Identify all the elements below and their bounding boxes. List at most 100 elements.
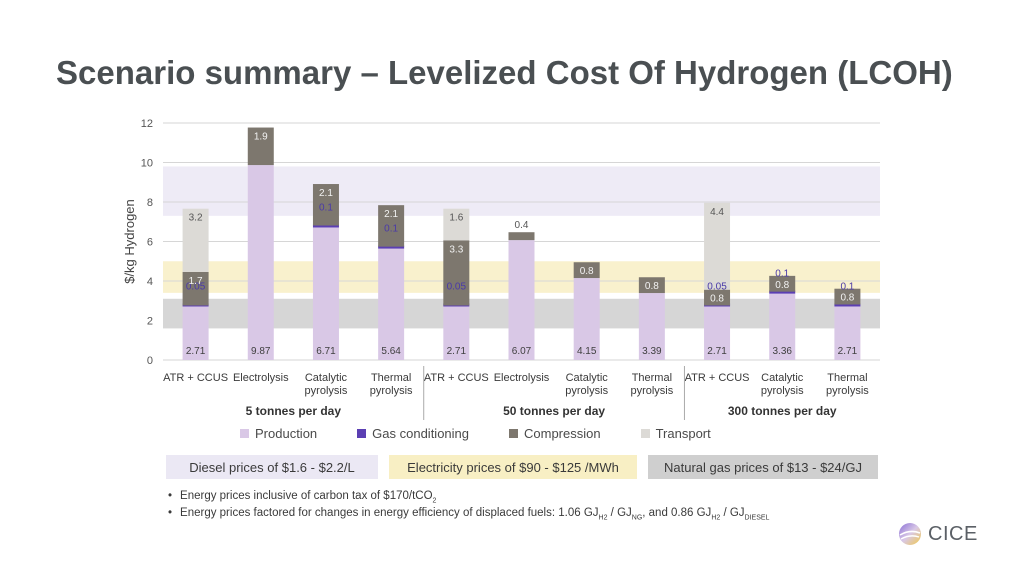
bar-segment-compression: [638, 277, 665, 294]
data-label-compression: 1.9: [254, 132, 268, 143]
category-label: pyrolysis: [565, 385, 608, 397]
price-band-diesel: [163, 166, 880, 216]
bar-segment-gas-conditioning: [834, 303, 861, 307]
data-label-compression: 2.1: [384, 209, 398, 220]
data-label-production: 9.87: [251, 346, 271, 357]
data-label-transport: 1.6: [449, 213, 463, 224]
category-label: Electrolysis: [233, 372, 289, 384]
bar-segment-compression: [573, 262, 600, 279]
data-label-production: 6.07: [512, 346, 532, 357]
category-label: Thermal: [632, 372, 672, 384]
y-tick-label: 10: [141, 158, 153, 170]
bar-segment-production: [378, 248, 405, 360]
bar-segment-production: [508, 240, 535, 360]
data-label-production: 5.64: [381, 346, 401, 357]
group-label: 5 tonnes per day: [246, 404, 342, 418]
category-label: ATR + CCUS: [424, 372, 489, 384]
y-tick-label: 4: [147, 276, 153, 288]
legend-swatch-transport: [640, 429, 650, 438]
legend-swatch-production: [240, 429, 249, 438]
bar-segment-compression: [834, 288, 861, 305]
bar-segment-production: [638, 293, 665, 360]
bar-segment-gas-conditioning: [378, 245, 405, 249]
cice-logo-icon: [899, 523, 921, 545]
group-label: 50 tonnes per day: [503, 404, 605, 418]
category-label: Catalytic: [566, 372, 609, 384]
bar-segment-transport: [704, 202, 731, 290]
legend-item-production: Production: [240, 426, 317, 441]
bar-segment-compression: [508, 232, 535, 241]
bar-segment-gas-conditioning: [312, 224, 339, 228]
page-title: Scenario summary – Levelized Cost Of Hyd…: [56, 54, 953, 91]
data-label-compression: 0.8: [645, 281, 659, 292]
legend-label-production: Production: [255, 426, 318, 441]
bar-segment-production: [704, 306, 731, 360]
y-tick-label: 2: [147, 316, 153, 328]
category-label: ATR + CCUS: [163, 372, 228, 384]
data-label-gas-conditioning: 0.1: [319, 202, 333, 213]
band-legend-electricity: Electricity prices of $90 - $125 /MWh: [389, 455, 637, 479]
category-label: Catalytic: [305, 372, 348, 384]
category-label: ATR + CCUS: [685, 372, 750, 384]
bar-segment-production: [834, 306, 861, 360]
data-label-gas-conditioning: 0.1: [384, 224, 398, 235]
data-label-compression: 0.8: [580, 266, 594, 277]
footnote-energy-efficiency: Energy prices factored for changes in en…: [168, 507, 769, 521]
data-label-production: 6.71: [316, 346, 336, 357]
cice-logo-text: CICE: [928, 522, 978, 545]
bar-segment-production: [247, 165, 274, 360]
bar-segment-production: [769, 293, 796, 360]
legend-item-gas-conditioning: Gas conditioning: [357, 426, 469, 441]
bar-segment-compression: [769, 275, 796, 292]
footnote-carbon-tax: Energy prices inclusive of carbon tax of…: [168, 490, 769, 504]
group-label: 300 tonnes per day: [728, 404, 837, 418]
legend-swatch-gas-conditioning: [357, 429, 367, 438]
bar-segment-production: [182, 306, 209, 360]
cice-logo: CICE: [898, 522, 978, 546]
legend-item-compression: Compression: [509, 426, 601, 441]
bar-segment-compression: [247, 127, 274, 166]
y-tick-label: 6: [147, 237, 153, 249]
bar-segment-compression: [443, 240, 470, 306]
bar-segment-gas-conditioning: [769, 290, 796, 294]
data-label-compression: 0.8: [775, 280, 789, 291]
data-label-production: 2.71: [707, 346, 727, 357]
bar-segment-production: [312, 227, 339, 360]
data-label-transport: 4.4: [710, 207, 724, 218]
data-label-compression: 0.4: [515, 220, 529, 231]
data-label-compression: 2.1: [319, 188, 333, 199]
y-tick-label: 8: [147, 197, 153, 209]
category-label: pyrolysis: [826, 385, 869, 397]
category-label: pyrolysis: [761, 385, 804, 397]
legend-label-transport: Transport: [655, 426, 711, 441]
legend-label-compression: Compression: [524, 426, 601, 441]
data-label-compression: 0.8: [840, 293, 854, 304]
data-label-production: 4.15: [577, 346, 597, 357]
bar-segment-production: [573, 278, 600, 360]
data-label-production: 2.71: [838, 346, 858, 357]
band-legend-diesel: Diesel prices of $1.6 - $2.2/L: [166, 455, 378, 479]
bar-segment-production: [443, 306, 470, 360]
data-label-transport: 3.2: [189, 213, 203, 224]
category-label: Catalytic: [761, 372, 804, 384]
category-label: pyrolysis: [305, 385, 348, 397]
data-label-gas-conditioning: 0.05: [707, 281, 727, 292]
price-band-legend: Diesel prices of $1.6 - $2.2/L Electrici…: [166, 455, 878, 479]
category-label: Thermal: [371, 372, 411, 384]
legend-item-transport: Transport: [640, 426, 711, 441]
category-label: Electrolysis: [494, 372, 550, 384]
data-label-compression: 1.7: [189, 276, 203, 287]
category-label: Thermal: [827, 372, 867, 384]
footnotes: Energy prices inclusive of carbon tax of…: [168, 490, 769, 525]
data-label-production: 2.71: [447, 346, 467, 357]
chart-legend: Production Gas conditioning Compression …: [240, 426, 711, 441]
legend-swatch-compression: [509, 429, 518, 438]
data-label-production: 2.71: [186, 346, 206, 357]
bar-segment-compression: [704, 289, 731, 306]
data-label-production: 3.36: [772, 346, 792, 357]
bar-segment-compression: [182, 271, 209, 306]
category-label: pyrolysis: [370, 385, 413, 397]
y-tick-label: 0: [147, 355, 153, 367]
data-label-gas-conditioning: 0.05: [186, 281, 206, 292]
